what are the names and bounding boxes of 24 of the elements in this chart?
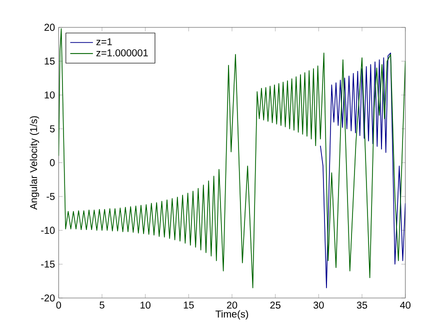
- x-tick-label: 30: [314, 302, 324, 309]
- line-series: [320, 52, 406, 288]
- y-tick-label: -10: [41, 226, 55, 234]
- legend-label: z=1: [96, 38, 112, 46]
- x-tick-label: 20: [226, 302, 238, 309]
- x-tick-label: 40: [400, 302, 410, 309]
- x-tick-label: 10: [140, 302, 150, 309]
- x-axis-title: Time(s): [216, 310, 248, 320]
- y-tick-label: 10: [44, 91, 55, 99]
- y-axis-title: Angular Velocity (1/s): [30, 116, 40, 210]
- line-series: [58, 28, 406, 288]
- x-tick-label: 0: [56, 302, 62, 309]
- y-tick-label: -5: [46, 193, 55, 200]
- x-tick-label: 15: [184, 302, 194, 309]
- legend-label: z=1.000001: [96, 49, 148, 56]
- y-tick-label: 20: [44, 24, 55, 31]
- y-tick-label: 5: [50, 125, 55, 132]
- y-tick-label: 15: [44, 58, 55, 65]
- y-tick-label: 0: [50, 159, 55, 166]
- x-tick-label: 25: [270, 302, 280, 309]
- y-tick-label: -20: [41, 294, 55, 302]
- x-tick-label: 35: [356, 302, 368, 309]
- y-tick-label: -15: [41, 260, 55, 268]
- x-tick-label: 5: [100, 302, 104, 309]
